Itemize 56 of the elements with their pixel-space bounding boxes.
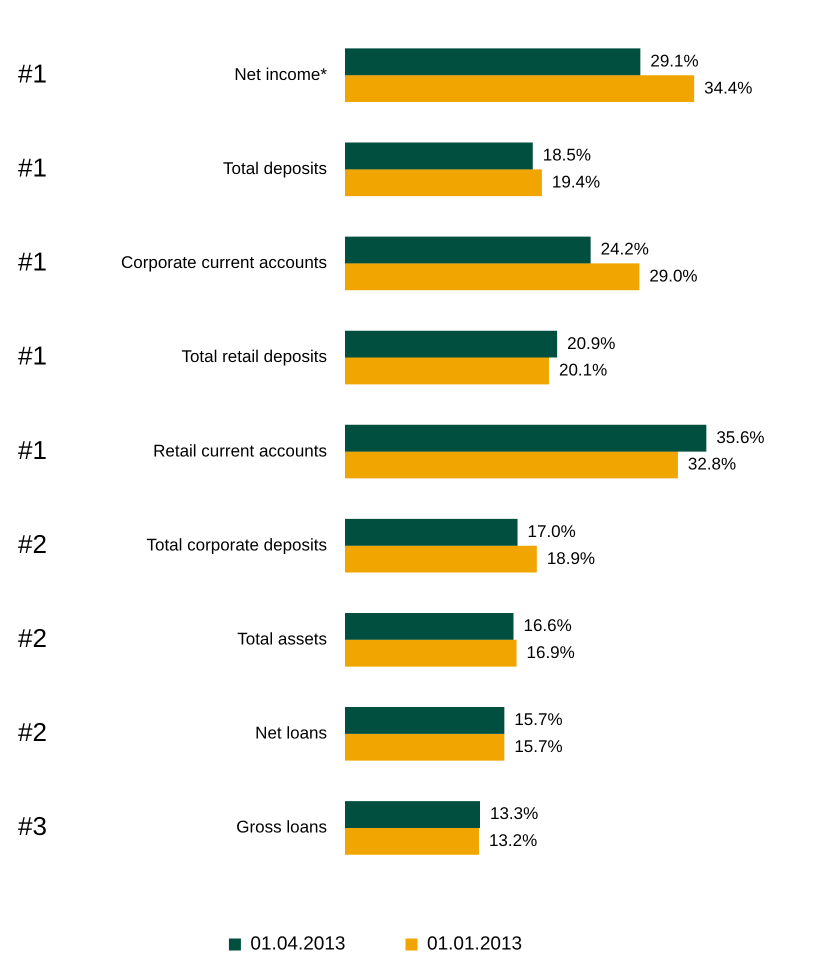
data-label: 29.1% [650, 52, 699, 71]
text: #1 [18, 152, 47, 183]
text: #1 [18, 246, 47, 277]
bar [345, 801, 480, 828]
data-label: 35.6% [716, 428, 765, 447]
y-tick-label: Net loans [255, 724, 327, 743]
y-tick-label: Total assets [237, 629, 327, 648]
y-tick-label: Total deposits [223, 159, 327, 178]
bar [345, 546, 537, 573]
bar [345, 169, 542, 196]
bar [345, 236, 591, 264]
data-label: 15.7% [514, 710, 563, 730]
data-label: 15.7% [514, 736, 563, 756]
text: #2 [18, 717, 47, 748]
y-tick-label: Total retail deposits [181, 347, 327, 366]
bar [345, 734, 504, 761]
data-label: 32.8% [688, 454, 736, 474]
y-tick-label: Retail current accounts [153, 441, 327, 460]
y-tick-label: Gross loans [236, 818, 327, 837]
data-label: 18.9% [546, 548, 596, 568]
bar [345, 612, 514, 640]
data-label: 20.1% [559, 360, 608, 380]
bar [345, 828, 479, 855]
data-label: 18.5% [542, 146, 591, 165]
data-label: 17.0% [528, 522, 576, 541]
data-label: 20.9% [567, 334, 616, 353]
text: #1 [18, 434, 47, 465]
text: #1 [18, 340, 47, 371]
data-label: 24.2% [600, 240, 649, 259]
data-label: 13.3% [490, 804, 538, 824]
bar [345, 707, 504, 734]
text: #1 [18, 58, 47, 88]
bar [345, 48, 640, 76]
legend-label: 01.01.2013 [427, 934, 522, 955]
bar [345, 330, 558, 358]
data-label: 16.9% [526, 642, 575, 662]
y-tick-label: Corporate current accounts [121, 253, 327, 272]
bar [345, 358, 550, 384]
y-tick-label: Net income* [234, 64, 328, 84]
text: #2 [18, 622, 47, 653]
bar [345, 452, 678, 478]
legend-label: 01.04.2013 [250, 934, 346, 955]
bar [345, 142, 533, 170]
bar [345, 263, 640, 290]
data-label: 19.4% [552, 172, 600, 192]
bar [345, 75, 694, 102]
y-tick-label: Total corporate deposits [146, 535, 327, 554]
bar [345, 424, 706, 452]
bar [345, 518, 518, 546]
data-label: 29.0% [649, 266, 698, 286]
text: #2 [18, 528, 47, 559]
bar [345, 640, 517, 667]
data-label: 16.6% [523, 616, 572, 636]
text: #3 [18, 811, 47, 842]
data-label: 34.4% [704, 78, 752, 98]
data-label: 13.2% [488, 831, 538, 850]
